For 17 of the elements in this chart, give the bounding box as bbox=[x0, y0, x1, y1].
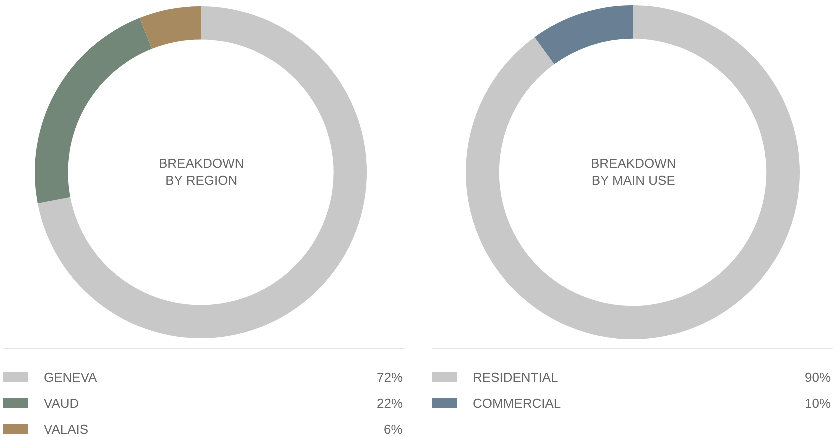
text: BREAKDOWN BY REGION bbox=[159, 156, 244, 188]
legend-label: VALAIS bbox=[44, 422, 89, 437]
donut-slice bbox=[534, 6, 633, 64]
donut-slice bbox=[466, 6, 800, 340]
donut-slice bbox=[140, 6, 201, 50]
data-label: 72% bbox=[377, 370, 404, 385]
legend-label: VAUD bbox=[44, 396, 80, 411]
legend-label: GENEVA bbox=[44, 370, 98, 385]
data-label: 22% bbox=[377, 396, 404, 411]
data-label: 10% bbox=[805, 396, 832, 411]
data-label: 6% bbox=[384, 422, 404, 437]
donut-slice bbox=[35, 18, 152, 204]
text: BREAKDOWN BY MAIN USE bbox=[591, 156, 676, 188]
donut-slice bbox=[38, 6, 367, 338]
legend-label: COMMERCIAL bbox=[473, 396, 562, 411]
legend-label: RESIDENTIAL bbox=[473, 370, 558, 385]
data-label: 90% bbox=[805, 370, 832, 385]
